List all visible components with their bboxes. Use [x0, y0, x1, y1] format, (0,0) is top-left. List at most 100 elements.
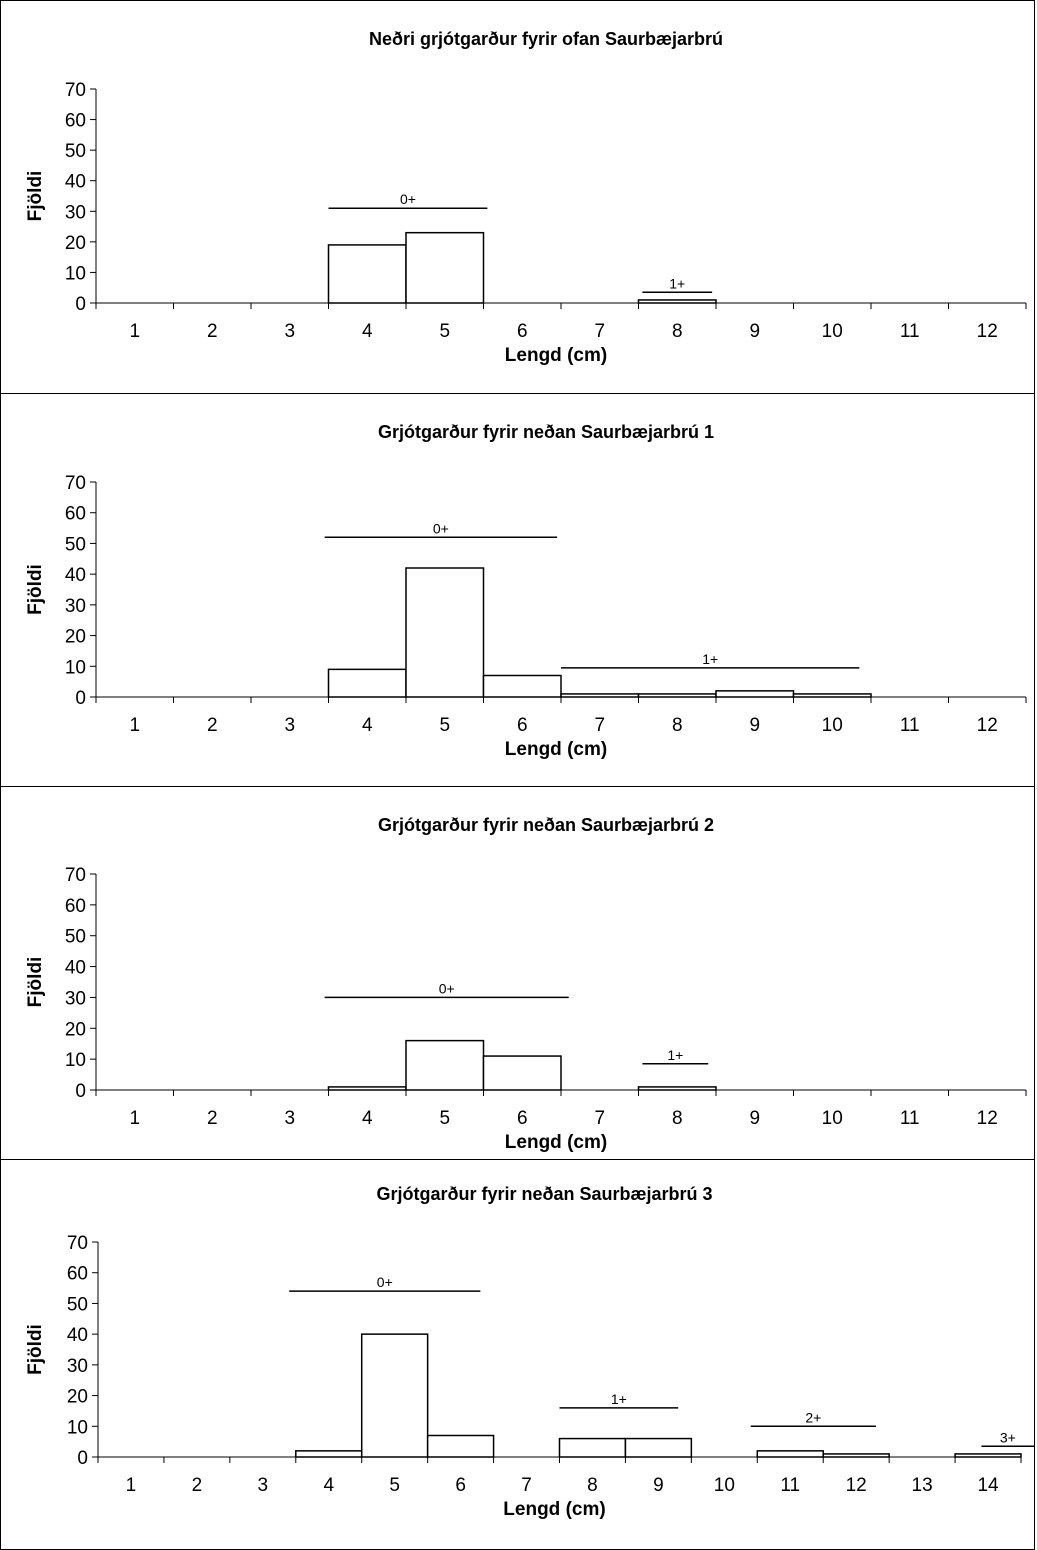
y-tick-label: 60 [65, 896, 86, 917]
x-tick-label: 11 [780, 1475, 800, 1496]
x-tick-label: 12 [977, 715, 998, 736]
x-tick-label: 2 [192, 1475, 203, 1496]
age-group-label: 0+ [439, 980, 455, 996]
x-tick-label: 3 [284, 1108, 295, 1129]
y-tick-label: 70 [65, 80, 86, 101]
x-tick-label: 1 [126, 1475, 137, 1496]
x-tick-label: 8 [672, 1108, 683, 1129]
x-tick-label: 12 [846, 1475, 867, 1496]
x-tick-label: 5 [439, 321, 450, 342]
x-tick-label: 3 [258, 1475, 269, 1496]
bar [560, 693, 640, 698]
chart-2-svg: Grjótgarður fyrir neðan Saurbæjarbrú 1 0 1… [25, 422, 1027, 760]
bar [822, 1453, 890, 1458]
bar [327, 244, 407, 304]
x-tick-label: 2 [207, 1108, 218, 1129]
y-tick-label: 30 [67, 1356, 88, 1377]
age-group-label: 0+ [377, 1274, 393, 1290]
bar [954, 1453, 1022, 1458]
x-tick-label: 6 [517, 321, 528, 342]
y-tick-label: 60 [67, 1264, 88, 1285]
bar [756, 1450, 824, 1458]
chart-panel-3: Grjótgarður fyrir neðan Saurbæjarbrú 2 0 1… [0, 786, 1035, 1161]
y-tick-label: 40 [67, 1325, 88, 1346]
x-axis-label: Lengd (cm) [505, 345, 607, 366]
x-tick-label: 1 [129, 1108, 140, 1129]
x-tick-label: 14 [977, 1475, 999, 1496]
x-axis-label: Lengd (cm) [503, 1499, 605, 1520]
bar [637, 693, 717, 698]
bar [482, 1055, 562, 1091]
x-tick-label: 7 [594, 715, 605, 736]
bar [637, 1086, 717, 1091]
y-tick-label: 30 [65, 202, 86, 223]
y-tick-label: 70 [65, 865, 86, 886]
y-tick-label: 0 [75, 294, 86, 315]
x-tick-label: 8 [672, 321, 683, 342]
x-tick-label: 4 [323, 1475, 334, 1496]
bar [295, 1450, 363, 1458]
x-tick-label: 6 [517, 715, 528, 736]
y-tick-label: 0 [75, 688, 86, 709]
x-tick-label: 4 [362, 321, 373, 342]
x-tick-label: 4 [362, 715, 373, 736]
bar [405, 231, 485, 304]
bar [715, 690, 795, 698]
y-axis-label: Fjöldi [25, 171, 46, 222]
y-tick-label: 50 [65, 927, 86, 948]
x-tick-label: 10 [822, 1108, 843, 1129]
x-tick-label: 7 [594, 1108, 605, 1129]
x-tick-label: 2 [207, 715, 218, 736]
y-tick-label: 50 [65, 534, 86, 555]
chart-title: Neðri grjótgarður fyrir ofan Saurbæjarbr… [369, 29, 723, 49]
age-group-label: 1+ [667, 1047, 683, 1063]
x-tick-label: 5 [439, 1108, 450, 1129]
x-axis-label: Lengd (cm) [505, 1132, 607, 1153]
bar [405, 1039, 485, 1091]
y-tick-label: 50 [65, 141, 86, 162]
y-tick-label: 0 [77, 1448, 88, 1469]
y-tick-label: 0 [75, 1081, 86, 1102]
y-tick-label: 10 [65, 657, 86, 678]
bar [360, 1333, 429, 1458]
bar [792, 693, 872, 698]
chart-panel-2: Grjótgarður fyrir neðan Saurbæjarbrú 1 0 1… [0, 393, 1035, 788]
y-axis-label: Fjöldi [25, 957, 46, 1008]
age-group-label: 1+ [669, 275, 685, 291]
y-tick-label: 50 [67, 1294, 88, 1315]
x-tick-label: 1 [129, 715, 140, 736]
y-axis-label: Fjöldi [25, 1324, 46, 1375]
x-tick-label: 4 [362, 1108, 373, 1129]
chart-3-svg: Grjótgarður fyrir neðan Saurbæjarbrú 2 0 1… [25, 815, 1027, 1153]
age-group-label: 0+ [400, 191, 416, 207]
y-tick-label: 40 [65, 565, 86, 586]
y-tick-label: 10 [65, 263, 86, 284]
x-tick-label: 3 [284, 715, 295, 736]
chart-panel-1: Neðri grjótgarður fyrir ofan Saurbæjarbr… [0, 0, 1035, 395]
x-tick-label: 9 [749, 715, 760, 736]
x-tick-label: 5 [439, 715, 450, 736]
y-tick-label: 40 [65, 172, 86, 193]
x-tick-label: 8 [587, 1475, 598, 1496]
y-tick-label: 20 [67, 1387, 88, 1408]
x-tick-label: 11 [900, 321, 920, 342]
chart-title: Grjótgarður fyrir neðan Saurbæjarbrú 1 [378, 422, 714, 442]
x-tick-label: 9 [653, 1475, 664, 1496]
bar [624, 1437, 693, 1458]
x-tick-label: 9 [749, 321, 760, 342]
bar [405, 567, 485, 698]
x-tick-label: 10 [822, 321, 843, 342]
chart-title: Grjótgarður fyrir neðan Saurbæjarbrú 2 [378, 815, 714, 835]
x-axis-label: Lengd (cm) [505, 739, 607, 760]
chart-title: Grjótgarður fyrir neðan Saurbæjarbrú 3 [376, 1184, 712, 1204]
x-tick-label: 8 [672, 715, 683, 736]
y-tick-label: 20 [65, 1019, 86, 1040]
x-tick-label: 6 [455, 1475, 466, 1496]
x-tick-label: 5 [389, 1475, 400, 1496]
y-tick-label: 10 [65, 1050, 86, 1071]
x-tick-label: 10 [822, 715, 843, 736]
y-tick-label: 60 [65, 504, 86, 525]
x-tick-label: 2 [207, 321, 218, 342]
x-tick-label: 11 [900, 715, 920, 736]
y-tick-label: 70 [65, 473, 86, 494]
